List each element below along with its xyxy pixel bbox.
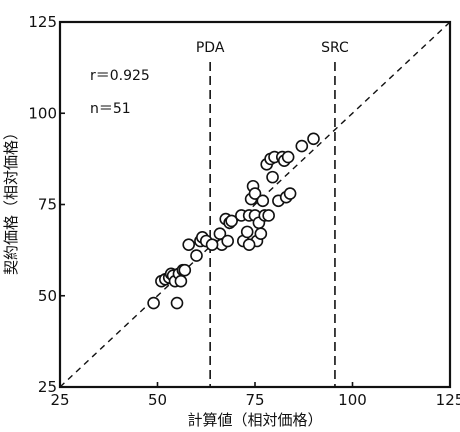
data-point (307, 132, 320, 146)
data-point (190, 249, 203, 262)
data-point (295, 139, 309, 153)
x-tick-label: 50 (148, 391, 167, 409)
data-point (225, 214, 238, 228)
data-point (248, 187, 262, 200)
y-axis-label: 契約価格（相対価格） (2, 125, 20, 275)
data-points (147, 132, 320, 310)
data-point (242, 238, 256, 251)
data-point (205, 238, 219, 251)
reference-label-pda: PDA (196, 40, 225, 56)
x-tick-label: 25 (50, 391, 69, 409)
data-point (256, 194, 270, 208)
x-axis-ticks: 25 50 75 100 125 (50, 382, 460, 409)
y-tick-label: 125 (28, 13, 57, 31)
plot-area (58, 20, 452, 389)
data-point (254, 227, 268, 240)
data-point (170, 296, 184, 310)
x-axis-label: 計算値（相対価格） (187, 411, 322, 429)
y-tick-label: 100 (28, 104, 57, 122)
y-tick-label: 50 (38, 287, 57, 305)
y-axis-ticks: 25 50 75 100 125 (28, 13, 65, 396)
x-tick-label: 125 (436, 391, 460, 409)
x-tick-label: 75 (245, 391, 264, 409)
data-point (262, 209, 275, 222)
data-point (281, 150, 295, 164)
data-point (147, 296, 160, 310)
data-point (266, 170, 279, 184)
sample-size-annotation: n＝51 (90, 101, 131, 117)
data-point (178, 263, 192, 277)
data-point (240, 225, 254, 239)
y-tick-label: 75 (38, 196, 57, 214)
correlation-annotation: r＝0.925 (90, 68, 150, 84)
data-point (283, 187, 297, 200)
x-tick-label: 100 (338, 391, 367, 409)
reference-lines (209, 62, 336, 387)
reference-line-labels: PDA SRC (196, 40, 349, 56)
diagonal-reference-line (59, 21, 451, 388)
data-point (221, 234, 234, 248)
reference-label-src: SRC (321, 40, 349, 56)
data-point (174, 274, 188, 288)
y-tick-label: 25 (38, 378, 57, 396)
data-point (182, 238, 195, 251)
